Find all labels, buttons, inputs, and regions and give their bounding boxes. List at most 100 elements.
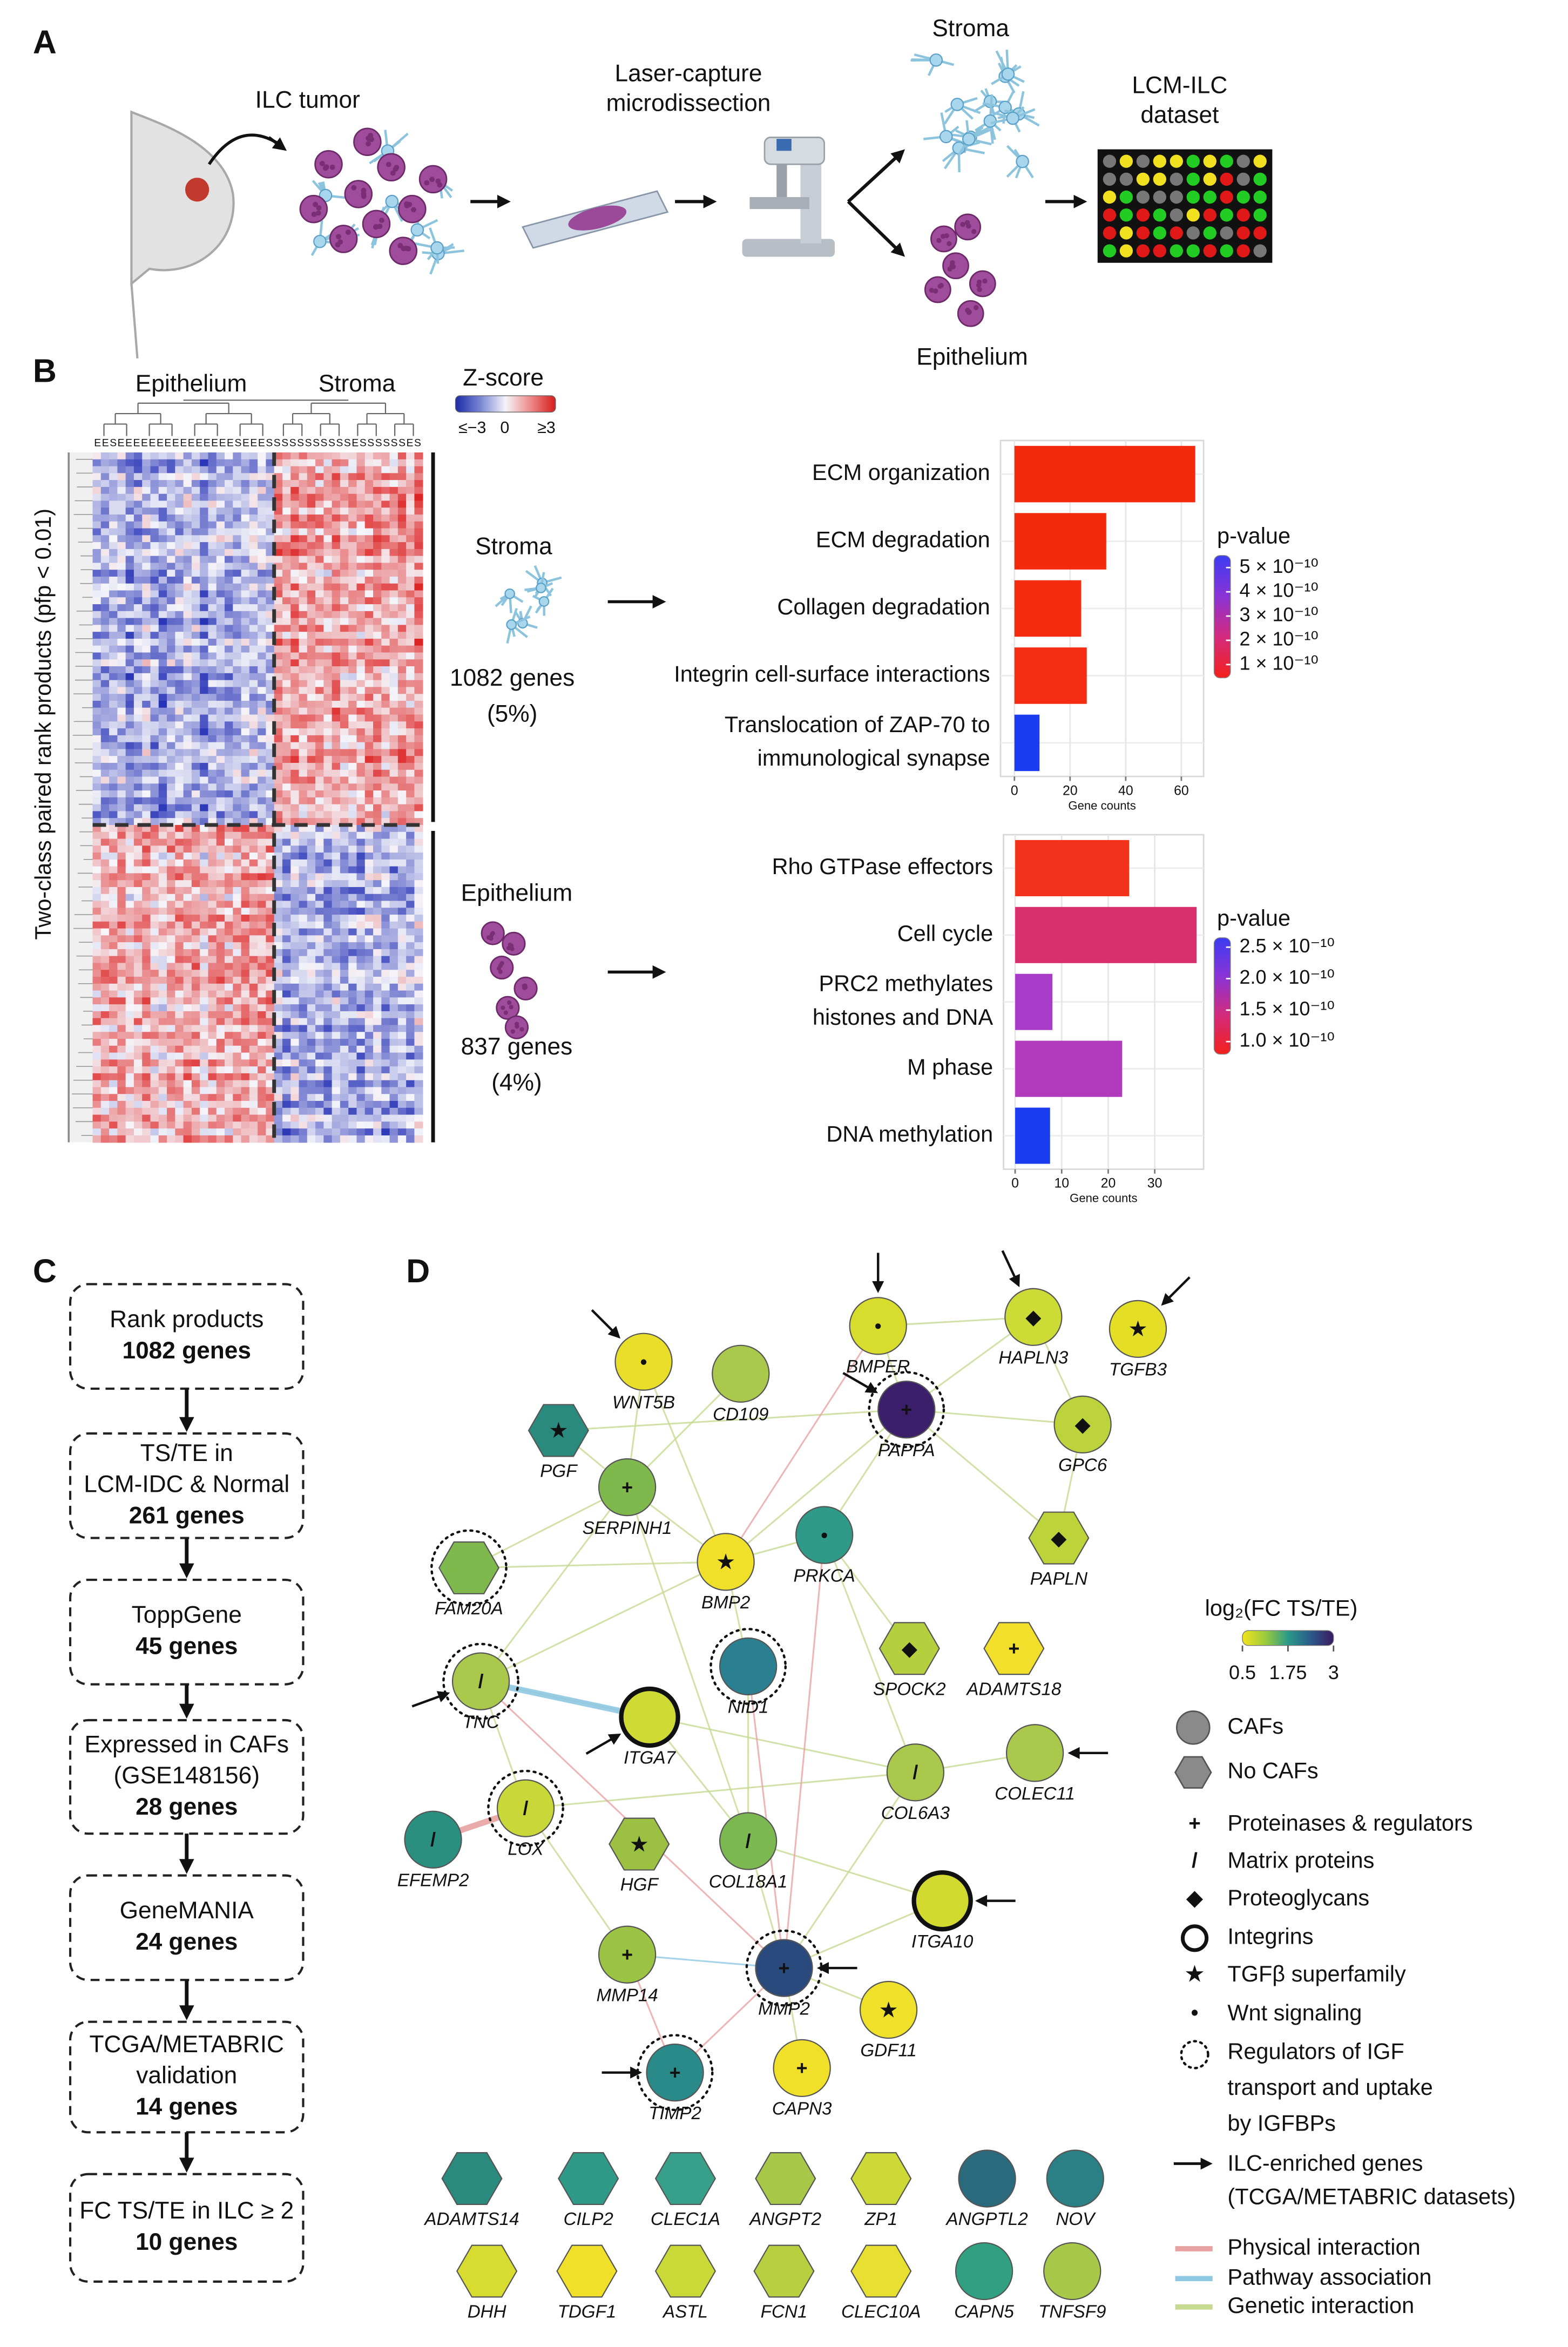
heatmap-cell <box>158 790 167 798</box>
heatmap-cell <box>109 556 118 564</box>
heatmap-cell <box>125 1045 134 1053</box>
heatmap-cell <box>315 1087 325 1095</box>
cell-texture <box>501 1005 505 1010</box>
dataset-dot <box>1186 154 1200 168</box>
heatmap-cell <box>389 1032 398 1039</box>
heatmap-cell <box>258 1114 267 1122</box>
heatmap-cell <box>373 1004 382 1012</box>
flow-step-genes: 14 genes <box>136 2094 238 2120</box>
heatmap-cell <box>117 1039 126 1046</box>
heatmap-cell <box>397 611 407 619</box>
heatmap-cell <box>125 935 134 943</box>
heatmap-cell <box>307 873 316 881</box>
heatmap-cell <box>373 846 382 853</box>
heatmap-cell <box>133 956 143 964</box>
heatmap-cell <box>373 956 382 964</box>
heatmap-cell <box>315 1101 325 1108</box>
heatmap-cell <box>389 1114 398 1122</box>
heatmap-cell <box>323 549 333 557</box>
heatmap-cell <box>142 721 151 729</box>
heatmap-cell <box>167 894 176 902</box>
heatmap-cell <box>109 480 118 488</box>
heatmap-cell <box>340 549 349 557</box>
heatmap-cell <box>348 514 357 522</box>
heatmap-cell <box>414 756 423 763</box>
heatmap-cell <box>397 949 407 957</box>
heatmap-cell <box>356 480 366 488</box>
heatmap-cell <box>100 687 110 695</box>
heatmap-cell <box>100 776 110 784</box>
heatmap-cell <box>224 990 234 998</box>
heatmap-cell <box>258 783 267 791</box>
heatmap-cell <box>175 949 184 957</box>
heatmap-cell <box>266 1025 275 1033</box>
heatmap-cell <box>315 908 325 915</box>
heatmap-cell <box>332 970 341 977</box>
bar <box>1015 1107 1050 1164</box>
gene-node-circle <box>755 1939 813 1997</box>
heatmap-cell <box>249 1128 258 1136</box>
heatmap-cell <box>356 542 366 550</box>
heatmap-cell <box>323 514 333 522</box>
heatmap-cell <box>373 576 382 584</box>
heatmap-cell <box>397 749 407 757</box>
heatmap-cell <box>258 901 267 909</box>
heatmap-cell <box>397 625 407 633</box>
heatmap-cell <box>290 673 300 681</box>
heatmap-cell <box>208 556 217 564</box>
heatmap-cell <box>389 901 398 909</box>
heatmap-cell <box>167 1080 176 1088</box>
heatmap-cell <box>158 666 167 674</box>
heatmap-cell <box>348 776 357 784</box>
heatmap-cell <box>216 645 225 653</box>
heatmap-cell <box>414 866 423 874</box>
heatmap-cell <box>92 1004 102 1012</box>
heatmap-cell <box>397 1052 407 1060</box>
heatmap-cell <box>208 977 217 984</box>
heatmap-cell <box>307 880 316 888</box>
heatmap-cell <box>216 638 225 646</box>
heatmap-cell <box>224 928 234 936</box>
heatmap-cell <box>332 1114 341 1122</box>
heatmap-cell <box>109 500 118 509</box>
heatmap-cell <box>282 528 292 536</box>
heatmap-cell <box>290 618 300 626</box>
heatmap-cell <box>282 1080 292 1088</box>
heatmap-cell <box>373 680 382 688</box>
heatmap-cell <box>109 769 118 777</box>
heatmap-cell <box>125 908 134 915</box>
heatmap-cell <box>389 880 398 888</box>
heatmap-cell <box>299 721 308 729</box>
heatmap-cell <box>167 514 176 522</box>
heatmap-cell <box>381 514 390 522</box>
heatmap-cell <box>274 583 283 591</box>
heatmap-cell <box>92 673 102 681</box>
heatmap-cell <box>364 797 374 805</box>
heatmap-cell <box>299 638 308 646</box>
heatmap-cell <box>117 611 126 619</box>
heatmap-cell <box>397 894 407 902</box>
heatmap-cell <box>249 783 258 791</box>
heatmap-cell <box>356 928 366 936</box>
node-symbol: ★ <box>1129 1318 1146 1340</box>
heatmap-cell <box>208 804 217 812</box>
heatmap-cell <box>216 769 225 777</box>
heatmap-cell <box>249 466 258 474</box>
heatmap-cell <box>183 583 192 591</box>
heatmap-cell <box>397 638 407 646</box>
dataset-dot <box>1220 154 1233 168</box>
heatmap-cell <box>216 1018 225 1026</box>
heatmap-cell <box>175 901 184 909</box>
heatmap-cell <box>414 762 423 770</box>
heatmap-cell <box>191 645 200 653</box>
heatmap-cell <box>100 590 110 598</box>
heatmap-cell <box>299 576 308 584</box>
heatmap-cell <box>406 749 415 757</box>
heatmap-cell <box>183 466 192 474</box>
heatmap-cell <box>381 1059 390 1067</box>
heatmap-cell <box>142 970 151 977</box>
heatmap-cell <box>323 859 333 867</box>
heatmap-cell <box>406 1039 415 1046</box>
heatmap-cell <box>125 928 134 936</box>
